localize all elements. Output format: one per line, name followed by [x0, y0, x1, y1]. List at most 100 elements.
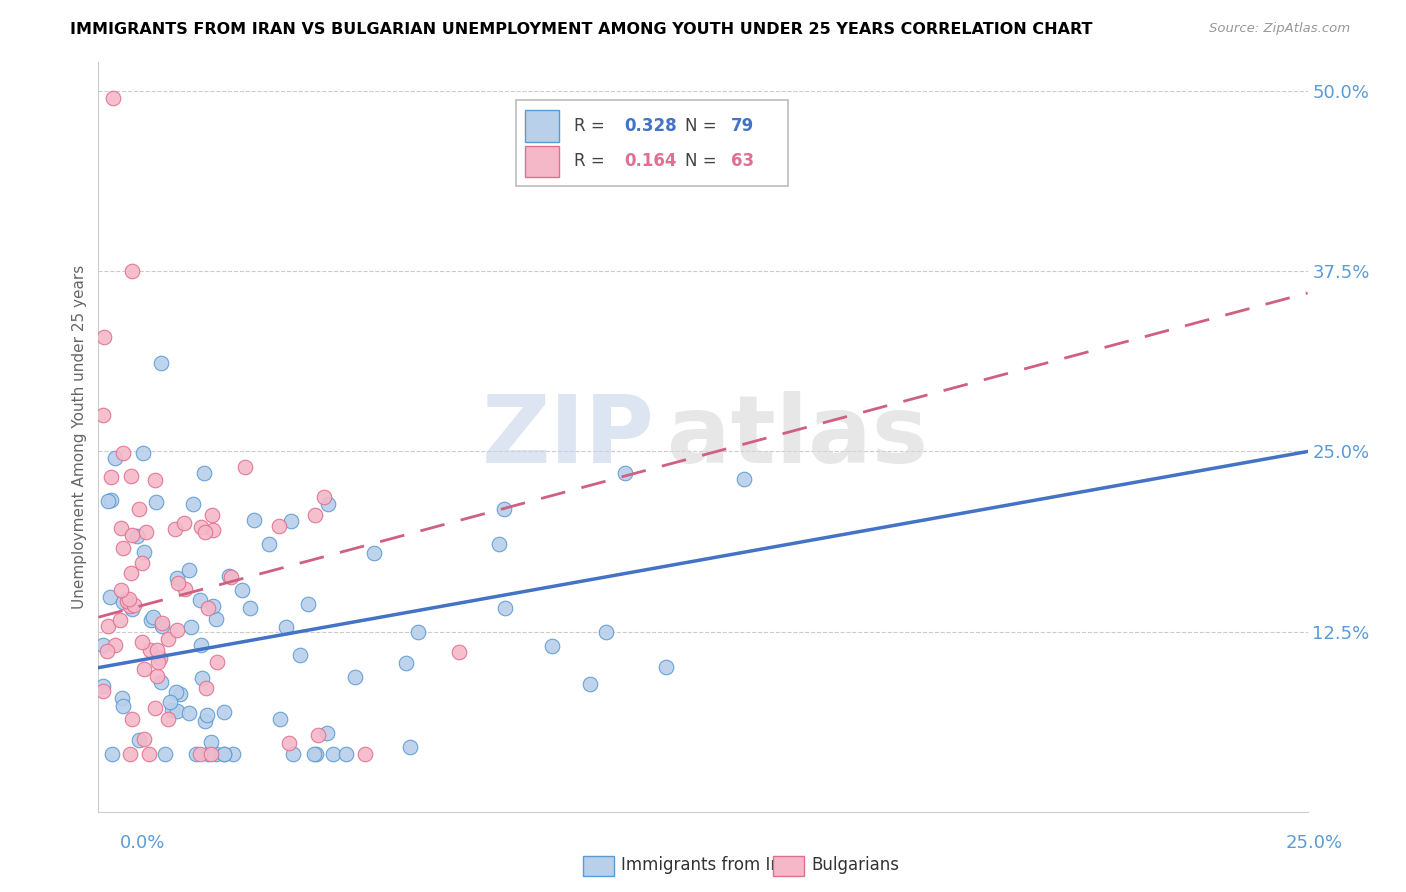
Point [312, 490, 335, 504]
Point [157, 712, 180, 726]
Point [104, 451, 127, 466]
Point [166, 575, 188, 590]
Point [101, 747, 124, 761]
Point [488, 537, 510, 551]
Point [153, 747, 176, 761]
FancyBboxPatch shape [516, 100, 787, 186]
Point [132, 662, 155, 676]
Point [100, 470, 122, 484]
Text: 0.328: 0.328 [624, 117, 678, 135]
Text: N =: N = [685, 117, 721, 135]
Point [195, 681, 218, 696]
Point [269, 712, 291, 726]
Point [204, 612, 226, 626]
Point [160, 703, 183, 717]
Text: 63: 63 [731, 153, 754, 170]
Text: R =: R = [574, 153, 610, 170]
Point [219, 570, 242, 584]
Point [322, 747, 344, 761]
Point [108, 613, 131, 627]
Point [118, 599, 141, 614]
Point [212, 705, 235, 719]
Point [280, 514, 302, 528]
Point [97, 619, 120, 633]
Point [91, 408, 114, 422]
Point [191, 671, 214, 685]
Point [316, 497, 339, 511]
Text: ZIP: ZIP [482, 391, 655, 483]
Point [135, 524, 157, 539]
Point [201, 523, 224, 537]
Point [131, 556, 153, 570]
Point [120, 566, 142, 580]
Point [239, 601, 262, 615]
Point [139, 642, 162, 657]
Point [127, 529, 149, 543]
Point [120, 469, 142, 483]
Point [494, 600, 516, 615]
Point [146, 655, 169, 669]
Point [578, 676, 600, 690]
Point [395, 656, 418, 670]
Point [156, 632, 179, 647]
Point [122, 599, 145, 613]
Point [278, 736, 301, 750]
Point [194, 714, 217, 728]
Point [111, 541, 134, 556]
Point [288, 648, 311, 662]
Point [165, 684, 187, 698]
Point [307, 728, 329, 742]
Point [269, 519, 291, 533]
Point [128, 733, 150, 747]
Point [149, 651, 172, 665]
Point [231, 582, 253, 597]
Y-axis label: Unemployment Among Youth under 25 years: Unemployment Among Youth under 25 years [72, 265, 87, 609]
Point [104, 638, 127, 652]
Point [111, 691, 134, 706]
Point [305, 747, 328, 761]
Point [335, 747, 357, 761]
Point [101, 91, 124, 105]
Point [406, 625, 429, 640]
Point [163, 522, 186, 536]
FancyBboxPatch shape [526, 145, 560, 178]
Point [304, 508, 326, 523]
Point [110, 521, 132, 535]
Point [201, 599, 224, 614]
Point [184, 747, 207, 761]
Point [128, 501, 150, 516]
Point [146, 669, 169, 683]
Point [197, 747, 219, 761]
Text: atlas: atlas [666, 391, 928, 483]
Point [354, 747, 377, 761]
Point [166, 571, 188, 585]
Point [112, 698, 135, 713]
Point [177, 563, 200, 577]
Point [222, 747, 245, 761]
Point [190, 520, 212, 534]
Point [166, 623, 188, 637]
Point [143, 701, 166, 715]
Point [134, 731, 156, 746]
Point [449, 644, 471, 658]
Point [297, 597, 319, 611]
Point [173, 582, 195, 597]
Point [188, 593, 211, 607]
Point [540, 639, 562, 653]
Point [150, 619, 173, 633]
Point [399, 740, 422, 755]
FancyBboxPatch shape [526, 111, 560, 142]
Point [96, 644, 118, 658]
Point [173, 516, 195, 530]
Point [195, 707, 218, 722]
Text: Source: ZipAtlas.com: Source: ZipAtlas.com [1209, 22, 1350, 36]
Text: R =: R = [574, 117, 610, 135]
Point [149, 356, 172, 370]
Text: Immigrants from Iran: Immigrants from Iran [621, 856, 799, 874]
Point [193, 466, 215, 480]
Point [93, 330, 115, 344]
Text: 25.0%: 25.0% [1285, 834, 1343, 852]
Point [169, 687, 191, 701]
Point [181, 497, 204, 511]
Point [100, 492, 122, 507]
